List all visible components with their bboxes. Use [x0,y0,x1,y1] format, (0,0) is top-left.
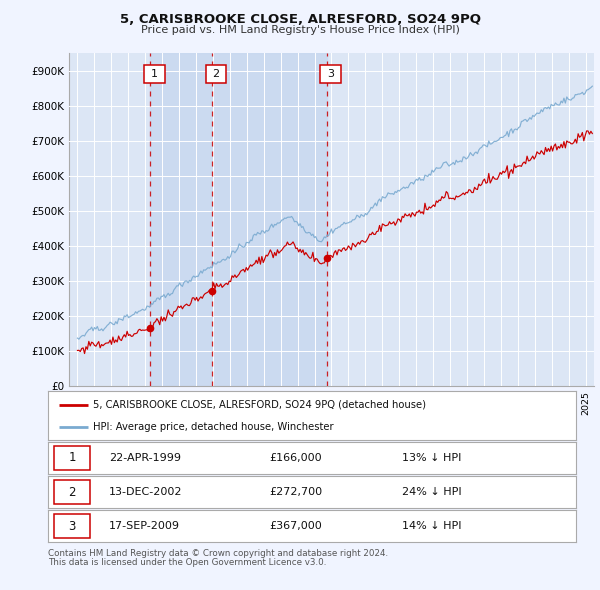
Text: 22-APR-1999: 22-APR-1999 [109,453,181,463]
Text: £272,700: £272,700 [270,487,323,497]
Text: 14% ↓ HPI: 14% ↓ HPI [402,522,461,531]
Text: 5, CARISBROOKE CLOSE, ALRESFORD, SO24 9PQ: 5, CARISBROOKE CLOSE, ALRESFORD, SO24 9P… [119,13,481,26]
Text: Contains HM Land Registry data © Crown copyright and database right 2024.: Contains HM Land Registry data © Crown c… [48,549,388,558]
Text: 24% ↓ HPI: 24% ↓ HPI [402,487,461,497]
Text: 13-DEC-2002: 13-DEC-2002 [109,487,182,497]
Bar [151,53,326,386]
Text: 13% ↓ HPI: 13% ↓ HPI [402,453,461,463]
Text: HPI: Average price, detached house, Winchester: HPI: Average price, detached house, Winc… [93,422,334,432]
Text: 17-SEP-2009: 17-SEP-2009 [109,522,180,531]
FancyBboxPatch shape [55,514,90,538]
FancyBboxPatch shape [206,65,226,83]
Text: 2: 2 [212,69,220,79]
Text: £166,000: £166,000 [270,453,322,463]
Text: 1: 1 [68,451,76,464]
Text: 2: 2 [68,486,76,499]
Text: This data is licensed under the Open Government Licence v3.0.: This data is licensed under the Open Gov… [48,558,326,566]
FancyBboxPatch shape [145,65,164,83]
Text: 3: 3 [327,69,334,79]
Text: 1: 1 [151,69,158,79]
Text: 3: 3 [68,520,76,533]
Text: Price paid vs. HM Land Registry's House Price Index (HPI): Price paid vs. HM Land Registry's House … [140,25,460,35]
FancyBboxPatch shape [55,480,90,504]
FancyBboxPatch shape [320,65,341,83]
Text: £367,000: £367,000 [270,522,323,531]
FancyBboxPatch shape [55,446,90,470]
Text: 5, CARISBROOKE CLOSE, ALRESFORD, SO24 9PQ (detached house): 5, CARISBROOKE CLOSE, ALRESFORD, SO24 9P… [93,399,426,409]
